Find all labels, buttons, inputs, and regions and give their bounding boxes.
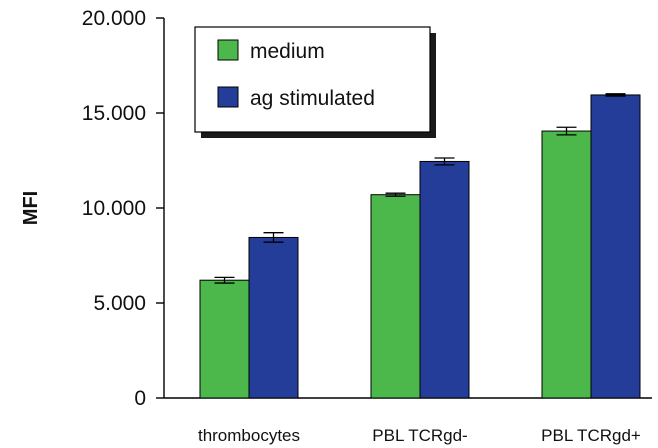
legend-swatch-medium [217, 39, 239, 61]
legend-swatch-ag-stimulated [217, 86, 239, 108]
bar-medium-0 [199, 279, 250, 399]
y-tick-label: 5.000 [93, 292, 146, 315]
y-tick-label: 0 [134, 387, 146, 410]
y-tick-label: 10.000 [82, 197, 146, 220]
y-axis-title: MFI [20, 191, 42, 225]
bar-ag-stimulated-2 [590, 94, 641, 399]
bar-ag-stimulated-1 [419, 160, 470, 399]
x-category-label: PBL TCRgd- [372, 426, 467, 445]
y-tick-label: 20.000 [82, 7, 146, 30]
plot-area: 0 5.000 10.000 15.000 20.000 thrombocytes PBL … [82, 7, 652, 445]
legend-label-ag-stimulated: ag stimulated [250, 87, 375, 110]
bar-medium-1 [370, 194, 421, 399]
x-category-label: thrombocytes [198, 426, 300, 445]
x-category-label: PBL TCRgd+ [541, 426, 641, 445]
y-tick-label: 15.000 [82, 102, 146, 125]
legend-label-medium: medium [250, 40, 325, 63]
legend: medium ag stimulated [194, 26, 436, 138]
bar-ag-stimulated-0 [248, 236, 299, 399]
bar-medium-2 [541, 130, 592, 399]
